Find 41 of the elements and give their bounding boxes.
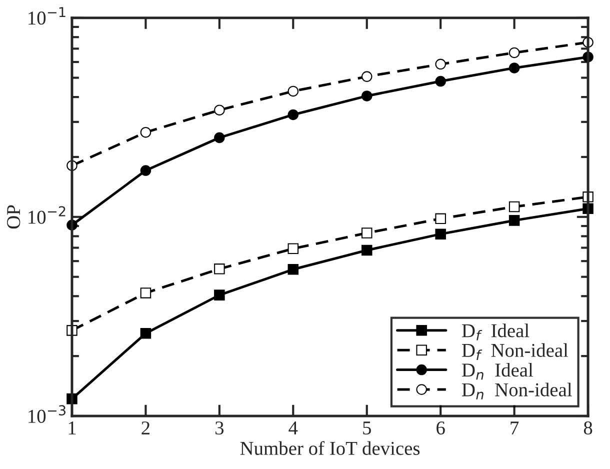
point (288, 264, 299, 275)
point (361, 90, 372, 102)
x-tick-label: 5 (363, 422, 371, 435)
point (214, 290, 225, 300)
x-tick-label: 6 (436, 421, 445, 435)
legend-label: D$_{f}$ Ideal (462, 324, 530, 340)
point (361, 228, 372, 238)
point (435, 58, 446, 70)
point (361, 244, 372, 256)
y-tick-label: 10$^{−2}$ (28, 206, 66, 224)
legend-label: D$_{n}$ Ideal (462, 363, 534, 380)
x-tick-label: 1 (68, 422, 76, 434)
point (435, 76, 446, 87)
x-tick-label: 7 (510, 422, 519, 434)
point (214, 104, 225, 116)
point (435, 228, 446, 240)
legend-label: D$_{n}$ Non-ideal (462, 382, 572, 400)
y-tick-label: 10$^{−1}$ (28, 7, 66, 25)
point (361, 71, 372, 82)
x-tick-label: 3 (215, 421, 224, 435)
point (435, 213, 446, 224)
point (214, 132, 225, 144)
point (288, 243, 299, 254)
point (140, 126, 152, 138)
y-tick-label: 10$^{−3}$ (28, 405, 66, 423)
point (288, 86, 299, 97)
point (140, 288, 152, 298)
y-axis-title: OP (7, 205, 20, 229)
x-tick-label: 2 (142, 421, 150, 434)
point (214, 264, 225, 274)
x-tick-label: 8 (584, 421, 592, 435)
point (508, 215, 520, 226)
x-axis-title: Number of IoT devices (240, 441, 420, 455)
point (288, 109, 299, 120)
point (508, 62, 520, 74)
point (140, 328, 152, 339)
x-tick-label: 4 (288, 422, 298, 434)
point (140, 165, 152, 176)
point (508, 47, 520, 58)
point (508, 201, 520, 212)
legend-label: D$_{f}$ Non-ideal (462, 343, 568, 360)
